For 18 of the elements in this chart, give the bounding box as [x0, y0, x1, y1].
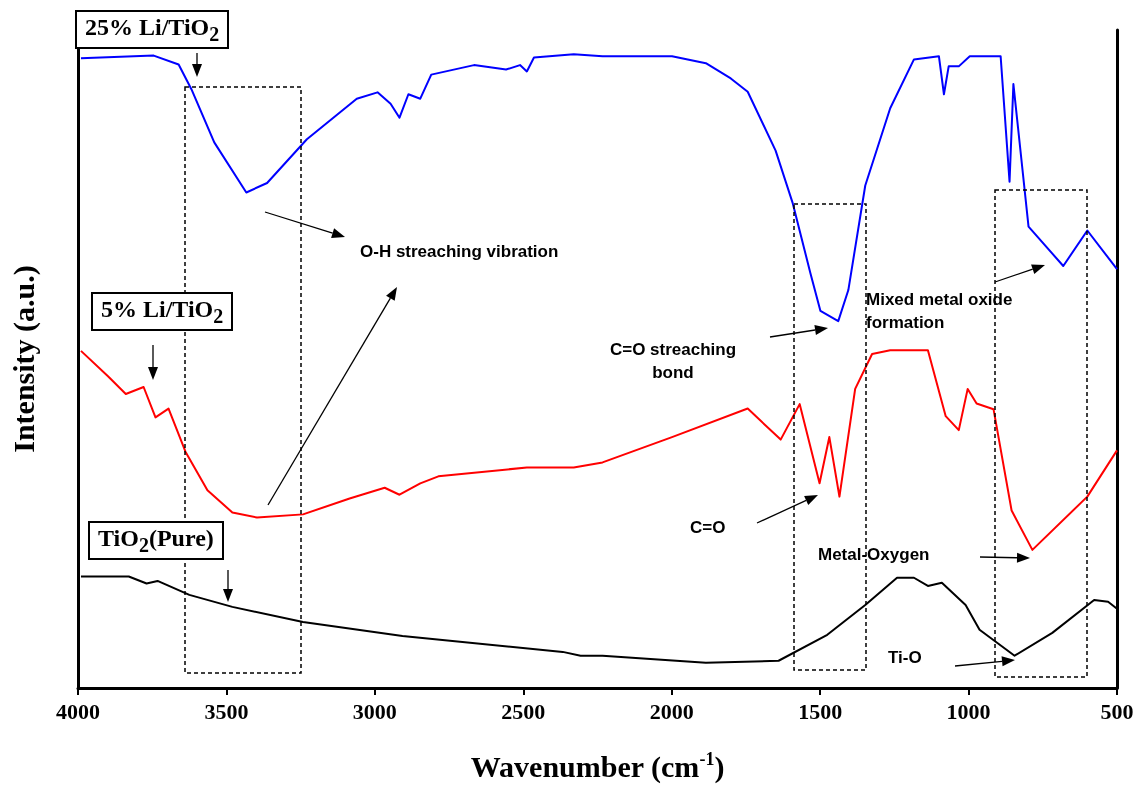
x-tick-label: 1000 — [946, 698, 991, 724]
annotation: Mixed metal oxide formation — [866, 289, 1014, 334]
annotation: C=O streaching bond — [608, 339, 738, 384]
x-tick-label: 2000 — [649, 698, 694, 724]
x-tick-label: 2500 — [501, 698, 546, 724]
x-tick-label: 4000 — [56, 698, 100, 724]
annotation: Metal-Oxygen — [818, 544, 931, 566]
x-tick-label: 500 — [1100, 698, 1134, 724]
annotation: O-H streaching vibration — [360, 241, 560, 263]
annotation: Ti-O — [888, 647, 923, 669]
series-label: 25% Li/TiO$_{2}$ — [75, 10, 230, 49]
x-tick-label: 3000 — [352, 698, 397, 724]
series-label: 5% Li/TiO$_{2}$ — [91, 292, 234, 331]
y-axis-title: Intensity (a.u.) — [6, 265, 41, 453]
x-tick-label: 1500 — [798, 698, 843, 724]
annotation: C=O — [690, 517, 727, 539]
x-tick-label: 3500 — [204, 698, 249, 724]
series-label: TiO$_{2}$(Pure) — [88, 521, 224, 560]
